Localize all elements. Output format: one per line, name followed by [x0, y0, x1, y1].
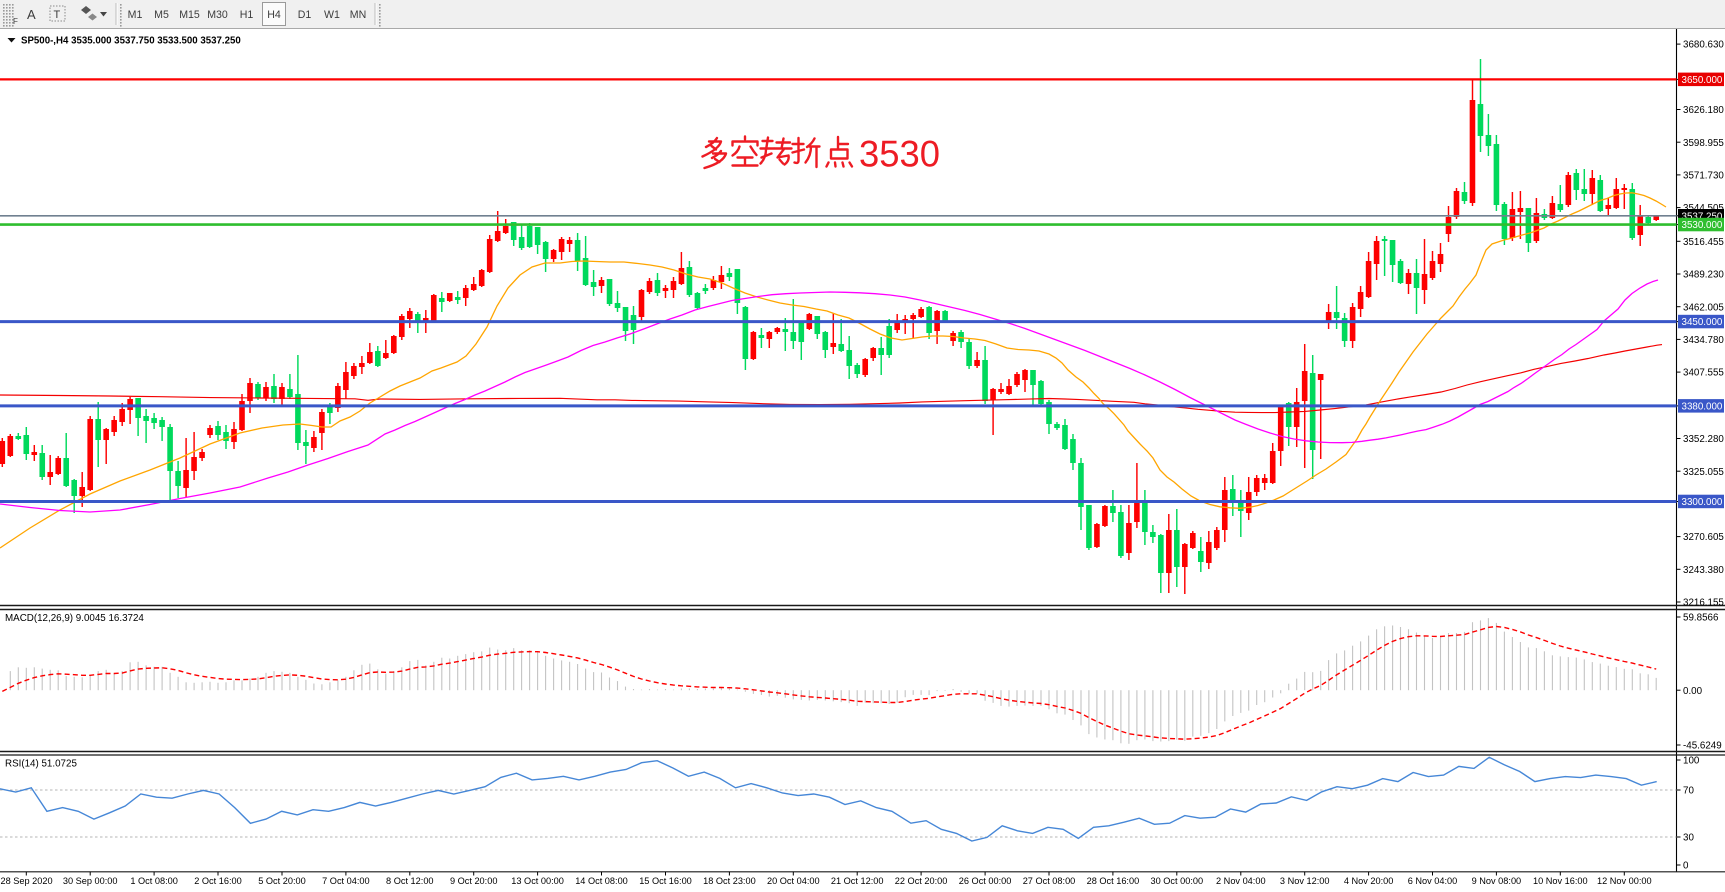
- svg-text:H1: H1: [240, 9, 254, 21]
- svg-text:3352.280: 3352.280: [1683, 434, 1724, 445]
- svg-text:13 Oct 00:00: 13 Oct 00:00: [511, 876, 564, 886]
- svg-text:3325.055: 3325.055: [1683, 467, 1724, 478]
- svg-text:SP500-,H4 3535.000 3537.750 3: SP500-,H4 3535.000 3537.750 3533.500 353…: [21, 36, 241, 47]
- svg-text:3598.955: 3598.955: [1683, 138, 1724, 149]
- svg-text:3270.605: 3270.605: [1683, 532, 1724, 543]
- svg-text:T: T: [54, 9, 61, 21]
- svg-text:0.00: 0.00: [1683, 686, 1703, 697]
- svg-text:3626.180: 3626.180: [1683, 105, 1724, 116]
- svg-text:MN: MN: [350, 9, 366, 21]
- svg-text:3650.000: 3650.000: [1682, 75, 1723, 86]
- svg-text:3434.780: 3434.780: [1683, 335, 1724, 346]
- svg-text:28 Oct 16:00: 28 Oct 16:00: [1087, 876, 1140, 886]
- svg-text:18 Oct 23:00: 18 Oct 23:00: [703, 876, 756, 886]
- svg-text:3300.000: 3300.000: [1682, 497, 1723, 508]
- svg-text:3450.000: 3450.000: [1682, 317, 1723, 328]
- svg-text:8 Oct 12:00: 8 Oct 12:00: [386, 876, 434, 886]
- svg-text:59.8566: 59.8566: [1683, 613, 1719, 624]
- svg-text:3516.455: 3516.455: [1683, 237, 1724, 248]
- svg-text:12 Nov 00:00: 12 Nov 00:00: [1597, 876, 1652, 886]
- svg-text:15 Oct 16:00: 15 Oct 16:00: [639, 876, 692, 886]
- svg-text:3530: 3530: [859, 133, 940, 175]
- svg-text:3 Nov 12:00: 3 Nov 12:00: [1280, 876, 1330, 886]
- svg-text:3544.505: 3544.505: [1683, 203, 1724, 214]
- svg-text:W1: W1: [324, 9, 340, 21]
- svg-text:M15: M15: [179, 9, 200, 21]
- svg-text:3530.000: 3530.000: [1682, 220, 1723, 231]
- svg-text:3216.155: 3216.155: [1683, 598, 1724, 609]
- svg-text:4 Nov 20:00: 4 Nov 20:00: [1344, 876, 1394, 886]
- svg-text:2 Nov 04:00: 2 Nov 04:00: [1216, 876, 1266, 886]
- svg-text:A: A: [27, 7, 36, 22]
- svg-text:MACD(12,26,9) 9.0045 16.3724: MACD(12,26,9) 9.0045 16.3724: [5, 613, 144, 624]
- svg-text:10 Nov 16:00: 10 Nov 16:00: [1533, 876, 1588, 886]
- svg-text:RSI(14) 51.0725: RSI(14) 51.0725: [5, 759, 77, 770]
- svg-text:1 Oct 08:00: 1 Oct 08:00: [130, 876, 178, 886]
- svg-text:0: 0: [1683, 861, 1689, 872]
- svg-text:7 Oct 04:00: 7 Oct 04:00: [322, 876, 370, 886]
- svg-text:21 Oct 12:00: 21 Oct 12:00: [831, 876, 884, 886]
- svg-text:-45.6249: -45.6249: [1683, 741, 1722, 752]
- svg-text:30 Sep 00:00: 30 Sep 00:00: [63, 876, 118, 886]
- svg-text:M30: M30: [207, 9, 228, 21]
- svg-text:3380.000: 3380.000: [1682, 402, 1723, 413]
- svg-text:100: 100: [1683, 756, 1700, 767]
- svg-text:3489.230: 3489.230: [1683, 270, 1724, 281]
- svg-text:3680.630: 3680.630: [1683, 40, 1724, 51]
- svg-text:H4: H4: [267, 9, 281, 21]
- svg-text:26 Oct 00:00: 26 Oct 00:00: [959, 876, 1012, 886]
- svg-text:6 Nov 04:00: 6 Nov 04:00: [1408, 876, 1458, 886]
- svg-text:22 Oct 20:00: 22 Oct 20:00: [895, 876, 948, 886]
- svg-text:70: 70: [1683, 786, 1694, 797]
- svg-text:30 Oct 00:00: 30 Oct 00:00: [1150, 876, 1203, 886]
- svg-text:28 Sep 2020: 28 Sep 2020: [1, 876, 53, 886]
- svg-text:3571.730: 3571.730: [1683, 171, 1724, 182]
- svg-text:M1: M1: [128, 9, 143, 21]
- svg-text:30: 30: [1683, 833, 1694, 844]
- svg-text:14 Oct 08:00: 14 Oct 08:00: [575, 876, 628, 886]
- svg-text:2 Oct 16:00: 2 Oct 16:00: [194, 876, 242, 886]
- svg-text:3407.555: 3407.555: [1683, 368, 1724, 379]
- svg-text:5 Oct 20:00: 5 Oct 20:00: [258, 876, 306, 886]
- svg-text:20 Oct 04:00: 20 Oct 04:00: [767, 876, 820, 886]
- svg-text:9 Oct 20:00: 9 Oct 20:00: [450, 876, 498, 886]
- svg-text:3462.005: 3462.005: [1683, 302, 1724, 313]
- svg-text:3537.250: 3537.250: [1682, 211, 1723, 222]
- svg-text:F: F: [13, 17, 18, 26]
- svg-text:D1: D1: [298, 9, 312, 21]
- svg-text:3243.380: 3243.380: [1683, 565, 1724, 576]
- svg-text:27 Oct 08:00: 27 Oct 08:00: [1023, 876, 1076, 886]
- svg-text:M5: M5: [154, 9, 169, 21]
- svg-text:9 Nov 08:00: 9 Nov 08:00: [1472, 876, 1522, 886]
